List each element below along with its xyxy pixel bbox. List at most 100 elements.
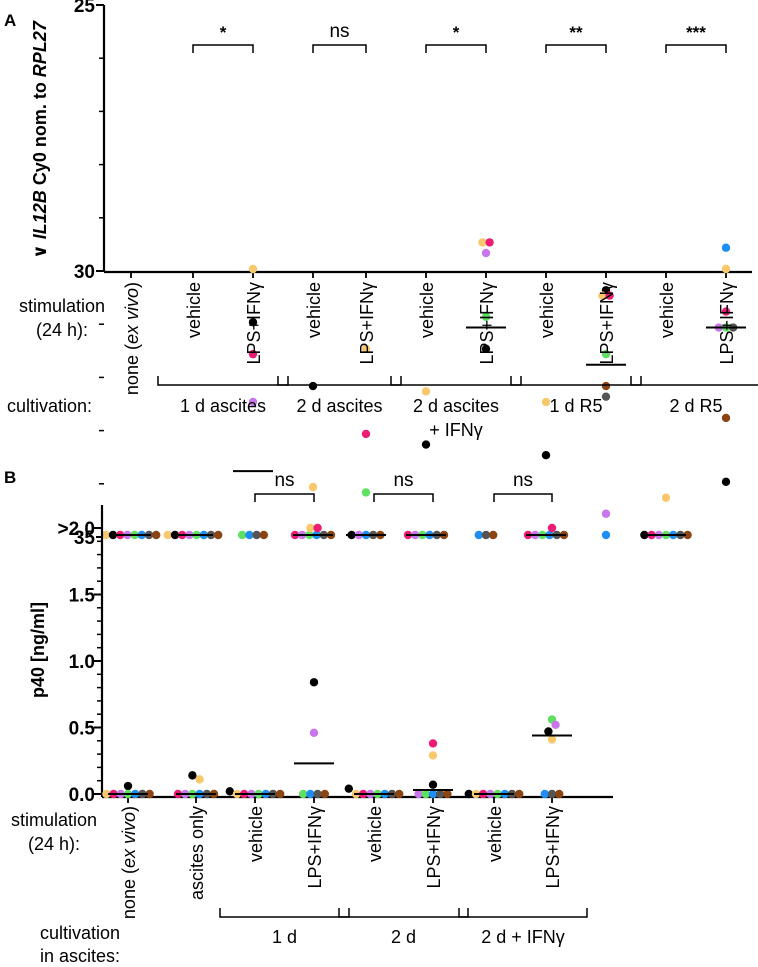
data-point-orange	[361, 344, 371, 353]
y-tick-label: 1.5	[69, 586, 96, 607]
panel-b: B 0.0 0.5 1.0 1.5 >2.0 p40 [ng/ml] ns ns ns none (…	[4, 468, 613, 966]
data-point-brown	[515, 789, 524, 799]
category-label: vehicle	[485, 806, 505, 862]
significance-bracket	[425, 44, 487, 53]
significance-label: *	[453, 23, 460, 42]
category-label-italic: ex vivo	[122, 288, 142, 344]
group-bracket	[338, 908, 469, 918]
data-point-purple	[481, 248, 491, 258]
significance-bracket	[192, 44, 254, 53]
category-label: vehicle	[657, 282, 677, 338]
data-point-brown	[259, 530, 268, 540]
data-point-black	[721, 477, 731, 486]
significance-label: ns	[393, 470, 413, 491]
category-label: LPS+IFNγ	[597, 282, 617, 365]
data-point-orange	[661, 493, 671, 502]
data-point-black	[248, 318, 258, 327]
category-label: vehicle	[417, 282, 437, 338]
data-point-black	[309, 678, 319, 687]
category-label: LPS+IFNγ	[357, 282, 377, 365]
data-point-black	[544, 727, 553, 736]
category-label-text: LPS+IFNγ	[477, 282, 497, 365]
significance-bracket	[254, 493, 315, 502]
data-point-gray	[481, 530, 491, 540]
data-point-brown	[152, 530, 161, 540]
data-point-orange	[102, 789, 111, 799]
category-label-italic: ex vivo	[119, 812, 139, 868]
data-point-black	[308, 381, 318, 391]
group-label: 1 d ascites	[180, 396, 266, 416]
panel-label: B	[4, 468, 16, 487]
data-point-brown	[214, 530, 223, 540]
category-label-text: )	[119, 806, 139, 812]
category-label-text: vehicle	[184, 282, 204, 338]
category-label-text: none (	[119, 868, 139, 919]
significance-bracket	[665, 44, 727, 53]
data-point-black	[464, 789, 473, 799]
y-tick-label: 1.0	[69, 652, 95, 673]
data-point-black	[225, 787, 234, 796]
significance-label: ns	[274, 470, 294, 491]
category-label: vehicle	[184, 282, 204, 338]
category-label-text: LPS+IFNγ	[305, 806, 325, 889]
data-point-brown	[555, 789, 564, 799]
significance-label: ***	[686, 23, 706, 42]
category-label: LPS+IFNγ	[717, 282, 737, 365]
y-tick-label: 30	[74, 262, 95, 283]
data-point-brown	[601, 381, 611, 391]
data-point-brown	[721, 413, 731, 423]
significance-label: ns	[329, 21, 349, 42]
stimulation-label: stimulation	[11, 810, 97, 830]
group-label: 2 d R5	[669, 396, 722, 416]
category-label: none (ex vivo)	[119, 806, 139, 919]
data-point-brown	[320, 789, 329, 799]
category-label-text: LPS+IFNγ	[424, 806, 444, 889]
group-bracket	[157, 376, 289, 386]
category-label-text: vehicle	[365, 806, 385, 862]
stimulation-label: (24 h):	[28, 834, 80, 854]
data-point-pink	[248, 349, 258, 359]
group-bracket	[510, 376, 642, 386]
data-point-gray	[313, 789, 322, 799]
data-point-black	[188, 771, 197, 780]
data-point-green	[299, 789, 308, 799]
y-axis-label: ∨ IL12B Cy0 nom. to RPL27	[30, 20, 50, 259]
data-point-pink	[485, 238, 494, 247]
group-label: + IFNγ	[429, 420, 483, 440]
data-point-black	[344, 784, 353, 793]
data-point-orange	[541, 397, 551, 407]
category-label-text: LPS+IFNγ	[597, 282, 617, 365]
y-tick-label: >2.0	[57, 519, 95, 540]
category-label: vehicle	[304, 282, 324, 338]
category-label-text: LPS+IFNγ	[717, 282, 737, 365]
data-point-brown	[683, 530, 692, 540]
y-axis-label-gene: IL12B	[30, 190, 50, 239]
data-point-orange	[163, 530, 172, 540]
data-point-gray	[601, 392, 611, 401]
category-label-text: vehicle	[246, 806, 266, 862]
data-point-pink	[313, 523, 322, 533]
significance-label: *	[220, 23, 227, 42]
category-label-text: none (	[122, 344, 142, 395]
stimulation-label: (24 h):	[36, 320, 88, 340]
significance-bracket	[545, 44, 607, 53]
data-point-blue	[540, 789, 549, 799]
data-point-gray	[252, 530, 261, 540]
category-label-text: vehicle	[304, 282, 324, 338]
data-point-brown	[489, 530, 498, 540]
data-point-orange	[547, 735, 557, 744]
data-point-purple	[601, 509, 611, 518]
data-point-orange	[248, 264, 258, 274]
group-bracket	[390, 376, 522, 386]
group-label: 2 d ascites	[413, 396, 499, 416]
data-point-purple	[248, 397, 258, 407]
category-label: LPS+IFNγ	[477, 282, 497, 365]
data-point-gray	[436, 789, 445, 799]
significance-bracket	[373, 493, 434, 502]
data-point-black	[481, 344, 491, 353]
category-label-text: LPS+IFNγ	[357, 282, 377, 365]
data-point-brown	[276, 789, 285, 799]
category-label: vehicle	[246, 806, 266, 862]
data-point-green	[421, 789, 430, 799]
